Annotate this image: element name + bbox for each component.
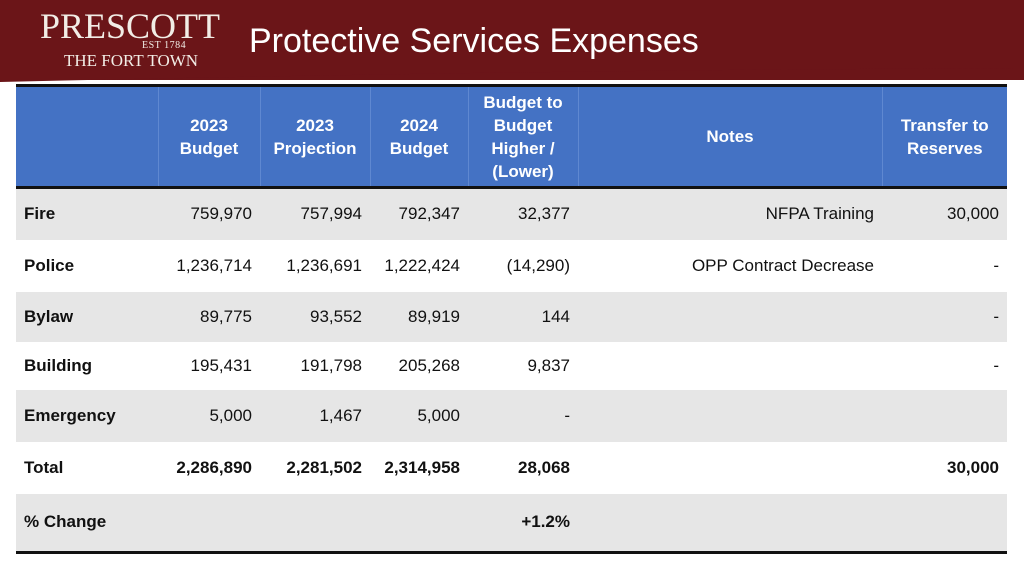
cell-2023-budget: 2,286,890 — [158, 441, 260, 494]
table-row: Bylaw 89,775 93,552 89,919 144 - — [16, 291, 1007, 342]
table-row-percent-change: % Change +1.2% — [16, 493, 1007, 554]
cell-budget-diff: 144 — [468, 291, 578, 342]
cell-notes: NFPA Training — [578, 187, 882, 240]
cell-transfer — [882, 493, 1007, 554]
row-label: Bylaw — [16, 291, 158, 342]
cell-transfer: - — [882, 239, 1007, 292]
cell-budget-diff: - — [468, 389, 578, 442]
row-label: Fire — [16, 187, 158, 240]
col-header-label — [16, 84, 159, 189]
logo-tagline: THE FORT TOWN — [64, 51, 199, 70]
cell-transfer: 30,000 — [882, 187, 1007, 240]
cell-2023-projection: 2,281,502 — [260, 441, 370, 494]
col-header-transfer: Transfer to Reserves — [882, 84, 1007, 189]
col-header-2023-budget: 2023 Budget — [158, 84, 261, 189]
cell-2023-projection: 1,236,691 — [260, 239, 370, 292]
cell-2024-budget — [370, 493, 468, 554]
table-row: Fire 759,970 757,994 792,347 32,377 NFPA… — [16, 187, 1007, 240]
cell-2024-budget: 5,000 — [370, 389, 468, 442]
cell-budget-diff: 28,068 — [468, 441, 578, 494]
col-header-budget-diff: Budget to Budget Higher / (Lower) — [468, 84, 579, 189]
cell-2023-budget: 1,236,714 — [158, 239, 260, 292]
cell-budget-diff: (14,290) — [468, 239, 578, 292]
cell-2024-budget: 89,919 — [370, 291, 468, 342]
table-row: Police 1,236,714 1,236,691 1,222,424 (14… — [16, 239, 1007, 292]
table-row-total: Total 2,286,890 2,281,502 2,314,958 28,0… — [16, 441, 1007, 494]
cell-2024-budget: 792,347 — [370, 187, 468, 240]
col-header-2023-projection: 2023 Projection — [260, 84, 371, 189]
row-label: Emergency — [16, 389, 158, 442]
cell-2023-projection — [260, 493, 370, 554]
row-label: Building — [16, 341, 158, 390]
cell-2023-budget — [158, 493, 260, 554]
cell-2023-budget: 89,775 — [158, 291, 260, 342]
cell-2023-projection: 757,994 — [260, 187, 370, 240]
cell-2023-projection: 191,798 — [260, 341, 370, 390]
cell-2024-budget: 1,222,424 — [370, 239, 468, 292]
cell-transfer — [882, 389, 1007, 442]
row-label: Police — [16, 239, 158, 292]
cell-budget-diff: +1.2% — [468, 493, 578, 554]
cell-2023-budget: 5,000 — [158, 389, 260, 442]
cell-notes — [578, 341, 882, 390]
cell-2023-projection: 93,552 — [260, 291, 370, 342]
row-label: Total — [16, 441, 158, 494]
cell-2024-budget: 2,314,958 — [370, 441, 468, 494]
cell-transfer: 30,000 — [882, 441, 1007, 494]
col-header-notes: Notes — [578, 84, 883, 189]
table-row: Emergency 5,000 1,467 5,000 - — [16, 389, 1007, 442]
expenses-table: 2023 Budget 2023 Projection 2024 Budget … — [16, 84, 1007, 554]
cell-transfer: - — [882, 341, 1007, 390]
prescott-logo: PRESCOTT EST 1784 THE FORT TOWN — [38, 6, 221, 72]
cell-notes — [578, 493, 882, 554]
cell-notes — [578, 441, 882, 494]
cell-notes — [578, 389, 882, 442]
cell-notes — [578, 291, 882, 342]
cell-2023-budget: 759,970 — [158, 187, 260, 240]
header-curve-decoration — [0, 66, 1024, 82]
logo-name: PRESCOTT — [40, 6, 221, 46]
cell-budget-diff: 9,837 — [468, 341, 578, 390]
col-header-2024-budget: 2024 Budget — [370, 84, 469, 189]
cell-2023-projection: 1,467 — [260, 389, 370, 442]
page-title: Protective Services Expenses — [249, 22, 699, 60]
cell-2024-budget: 205,268 — [370, 341, 468, 390]
cell-budget-diff: 32,377 — [468, 187, 578, 240]
cell-notes: OPP Contract Decrease — [578, 239, 882, 292]
row-label: % Change — [16, 493, 158, 554]
logo-est: EST 1784 — [142, 40, 187, 51]
table-header-row: 2023 Budget 2023 Projection 2024 Budget … — [16, 84, 1007, 189]
table-row: Building 195,431 191,798 205,268 9,837 - — [16, 341, 1007, 390]
cell-transfer: - — [882, 291, 1007, 342]
cell-2023-budget: 195,431 — [158, 341, 260, 390]
